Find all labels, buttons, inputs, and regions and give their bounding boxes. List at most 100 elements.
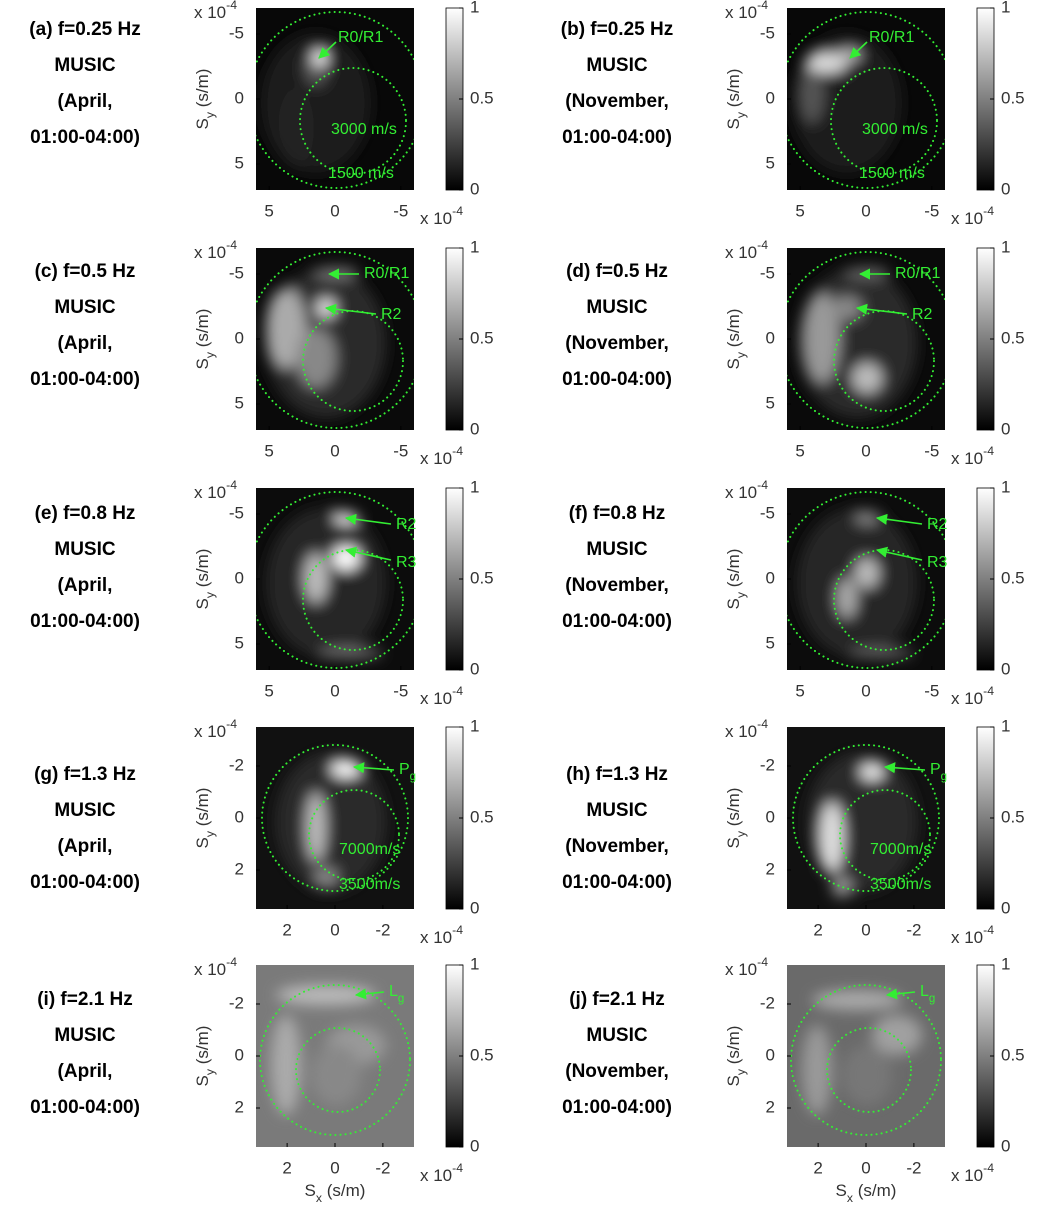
panel-title: (c) f=0.5 Hz: [35, 261, 136, 282]
y-axis-label-part: S: [724, 837, 743, 848]
axis-exponent: x 10-4: [420, 923, 463, 947]
heatmap: [787, 8, 945, 190]
axis-exponent: x 10-4: [420, 684, 463, 708]
x-tick-label: -2: [906, 920, 921, 939]
panel-title: (e) f=0.8 Hz: [35, 503, 136, 524]
y-axis-label-part: S: [724, 1075, 743, 1086]
axis-exponent: x 10-4: [194, 717, 237, 741]
axis-exponent: x 10-4: [194, 955, 237, 979]
axis-exponent: x 10-4: [194, 0, 237, 22]
annotation-arrow: [883, 762, 926, 774]
y-axis-label-part: (s/m): [724, 1026, 743, 1069]
heatmap-blob: [802, 1025, 832, 1115]
annotation: 3500m/s: [339, 876, 400, 893]
axis-exponent-part: -4: [452, 444, 463, 458]
panel-title: 01:00-04:00): [30, 1097, 140, 1118]
axis-exponent: x 10-4: [420, 204, 463, 228]
annotation-part: g: [398, 993, 404, 1005]
panel-title: (h) f=1.3 Hz: [566, 764, 668, 785]
x-tick-label: 5: [795, 201, 804, 220]
axis-exponent-part: -4: [226, 0, 237, 12]
panel-title: MUSIC: [54, 800, 116, 821]
heatmap-blob: [276, 752, 386, 892]
annotation-arrow: [849, 41, 868, 59]
x-axis-label-part: x: [847, 1191, 853, 1205]
colorbar-tick-label: 1: [1001, 716, 1010, 735]
y-tick-label: -5: [760, 23, 775, 42]
colorbar-tick-label: 1: [1001, 954, 1010, 973]
y-tick-label: 0: [766, 88, 775, 107]
axis-exponent-part: -4: [452, 684, 463, 698]
colorbar-tick-label: 0: [470, 898, 479, 917]
y-axis-label-part: (s/m): [193, 69, 212, 112]
axis-exponent: x 10-4: [194, 478, 237, 502]
y-axis-label-part: y: [203, 111, 217, 118]
panel-title: 01:00-04:00): [30, 127, 140, 148]
colorbar-tick-label: 1: [1001, 0, 1010, 16]
axis-exponent: x 10-4: [725, 478, 768, 502]
y-axis-label-part: S: [724, 118, 743, 129]
colorbar-tick-label: 0.5: [470, 1045, 494, 1064]
annotation: 1500 m/s: [859, 165, 925, 182]
heatmap-blob: [832, 296, 862, 320]
heatmap-blobs: [807, 752, 917, 897]
x-tick-label: 2: [282, 1158, 291, 1177]
axis-exponent-part: -4: [452, 1161, 463, 1175]
x-tick-label: 0: [861, 441, 870, 460]
y-tick-label: 2: [235, 1097, 244, 1116]
y-axis-label-part: S: [193, 118, 212, 129]
y-tick-label: 0: [235, 1045, 244, 1064]
heatmap-blob: [271, 1015, 301, 1115]
annotation-part: P: [930, 761, 941, 778]
panel-title: 01:00-04:00): [30, 369, 140, 390]
panel-title: (April,: [58, 575, 113, 596]
y-tick-label: -2: [760, 993, 775, 1012]
axis-exponent: x 10-4: [725, 717, 768, 741]
annotation-arrow: [885, 988, 916, 1000]
annotation: R2: [381, 306, 402, 323]
heatmap: [787, 727, 945, 909]
heatmap-blob: [850, 648, 914, 658]
colorbar-tick-label: 0: [1001, 419, 1010, 438]
axis-exponent: x 10-4: [420, 444, 463, 468]
colorbar-tick-label: 1: [470, 716, 479, 735]
y-axis-label: Sy (s/m): [193, 309, 217, 370]
y-axis-label: Sy (s/m): [193, 788, 217, 849]
axis-exponent: x 10-4: [420, 1161, 463, 1185]
y-tick-label: -5: [229, 23, 244, 42]
colorbar-tick-label: 1: [1001, 237, 1010, 256]
colorbar-tick-label: 0.5: [1001, 568, 1025, 587]
y-tick-label: 0: [766, 568, 775, 587]
x-tick-label: 5: [264, 201, 273, 220]
heatmap-blobs: [797, 267, 917, 418]
y-tick-label: 5: [235, 393, 244, 412]
x-tick-label: -5: [393, 681, 408, 700]
x-axis-label: Sx (s/m): [836, 1181, 897, 1205]
heatmap-blob: [304, 553, 328, 603]
y-axis-label-part: y: [203, 591, 217, 598]
panel-title: 01:00-04:00): [30, 872, 140, 893]
axis-exponent-part: -4: [983, 923, 994, 937]
y-tick-label: 2: [766, 1097, 775, 1116]
y-axis-label-part: (s/m): [724, 309, 743, 352]
axis-exponent-part: -4: [226, 238, 237, 252]
panel-title: (d) f=0.5 Hz: [566, 261, 668, 282]
axis-exponent-part: x 10: [725, 3, 757, 22]
annotation: 1500 m/s: [328, 165, 394, 182]
annotation-arrow: [855, 303, 908, 315]
annotation: R0/R1: [338, 29, 383, 46]
y-axis-label-part: S: [724, 358, 743, 369]
y-tick-label: 5: [766, 633, 775, 652]
annotation: R2: [396, 516, 417, 533]
axis-exponent-part: -4: [757, 717, 768, 731]
y-axis-label-part: y: [734, 591, 748, 598]
colorbar-tick-label: 0.5: [470, 568, 494, 587]
y-axis-label: Sy (s/m): [724, 549, 748, 610]
x-tick-label: -2: [906, 1158, 921, 1177]
colorbar-tick-label: 0: [470, 179, 479, 198]
colorbar-tick-label: 0: [1001, 898, 1010, 917]
heatmap: [256, 965, 414, 1147]
heatmap-blob: [860, 764, 884, 780]
heatmap-blobs: [276, 752, 386, 892]
axis-exponent-part: x 10: [194, 243, 226, 262]
